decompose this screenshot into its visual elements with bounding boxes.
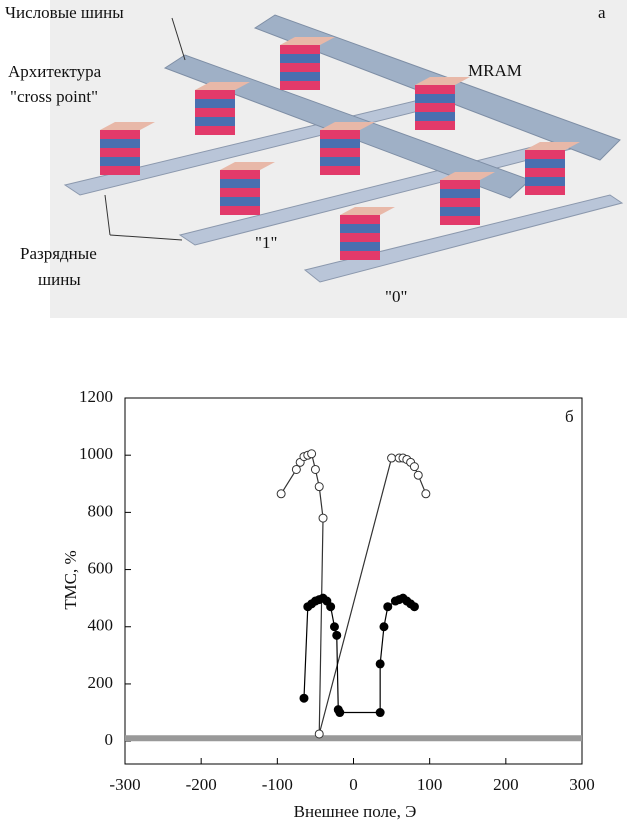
cell-layer [440,180,480,189]
data-point [414,471,422,479]
cell-layer [220,170,260,179]
y-tick-label: 600 [88,558,114,577]
y-tick-label: 0 [105,730,114,749]
cell-layer [100,166,140,175]
data-point [319,514,327,522]
data-point [422,490,430,498]
cell-layer [525,159,565,168]
data-point [410,603,418,611]
page: Числовые шины а Архитектура "cross point… [0,0,627,834]
y-tick-label: 1200 [79,387,113,406]
data-point [330,623,338,631]
x-tick-label: 0 [349,775,358,794]
data-point [311,465,319,473]
cell-layer [220,179,260,188]
cell-layer [340,224,380,233]
label: Разрядные [20,244,97,263]
data-point [384,603,392,611]
cell-layer [340,251,380,260]
cell-layer [525,150,565,159]
cell-layer [220,206,260,215]
cell-layer [195,108,235,117]
data-point [327,603,335,611]
data-point [376,660,384,668]
cell-layer [195,126,235,135]
data-point [410,463,418,471]
panel-label: а [598,3,606,22]
cell-layer [320,139,360,148]
label: шины [38,270,81,289]
cell-layer [100,130,140,139]
plot-frame [125,398,582,764]
cell-layer [280,72,320,81]
label: Архитектура [8,62,102,81]
x-tick-label: -300 [109,775,140,794]
cell-layer [320,148,360,157]
cell-layer [320,166,360,175]
y-axis-label: ТМС, % [61,550,80,609]
y-tick-label: 400 [88,616,114,635]
cell-layer [280,63,320,72]
cell-layer [340,242,380,251]
cell-layer [280,54,320,63]
cell-layer [220,197,260,206]
cell-layer [195,90,235,99]
cell-layer [340,215,380,224]
data-point [336,709,344,717]
label: "cross point" [10,87,98,106]
cell-layer [320,130,360,139]
cell-layer [415,85,455,94]
label: MRAM [468,61,522,80]
label: Числовые шины [5,3,124,22]
y-tick-label: 1000 [79,444,113,463]
cell-layer [415,121,455,130]
cell-layer [440,216,480,225]
data-point [376,709,384,717]
label: "0" [385,287,407,306]
cell-layer [220,188,260,197]
x-tick-label: -200 [186,775,217,794]
data-point [315,483,323,491]
panel-label: б [565,407,574,426]
data-point [308,450,316,458]
cell-layer [195,117,235,126]
cell-layer [320,157,360,166]
cell-layer [280,45,320,54]
cell-layer [415,112,455,121]
figure: Числовые шины а Архитектура "cross point… [0,0,627,829]
cell-layer [415,94,455,103]
y-tick-label: 200 [88,673,114,692]
x-tick-label: 100 [417,775,443,794]
cell-layer [525,186,565,195]
label: "1" [255,233,277,252]
data-point [300,694,308,702]
cell-layer [100,139,140,148]
cell-layer [440,207,480,216]
y-tick-label: 800 [88,501,114,520]
cell-layer [415,103,455,112]
data-point [277,490,285,498]
data-point [333,631,341,639]
cell-layer [340,233,380,242]
cell-layer [525,168,565,177]
x-tick-label: 200 [493,775,519,794]
x-axis-label: Внешнее поле, Э [294,802,417,821]
data-point [388,454,396,462]
cell-layer [100,157,140,166]
cell-layer [525,177,565,186]
cell-layer [440,198,480,207]
data-point [380,623,388,631]
x-tick-label: -100 [262,775,293,794]
cell-layer [280,81,320,90]
cell-layer [100,148,140,157]
cell-layer [440,189,480,198]
cell-layer [195,99,235,108]
x-tick-label: 300 [569,775,595,794]
data-point [315,730,323,738]
